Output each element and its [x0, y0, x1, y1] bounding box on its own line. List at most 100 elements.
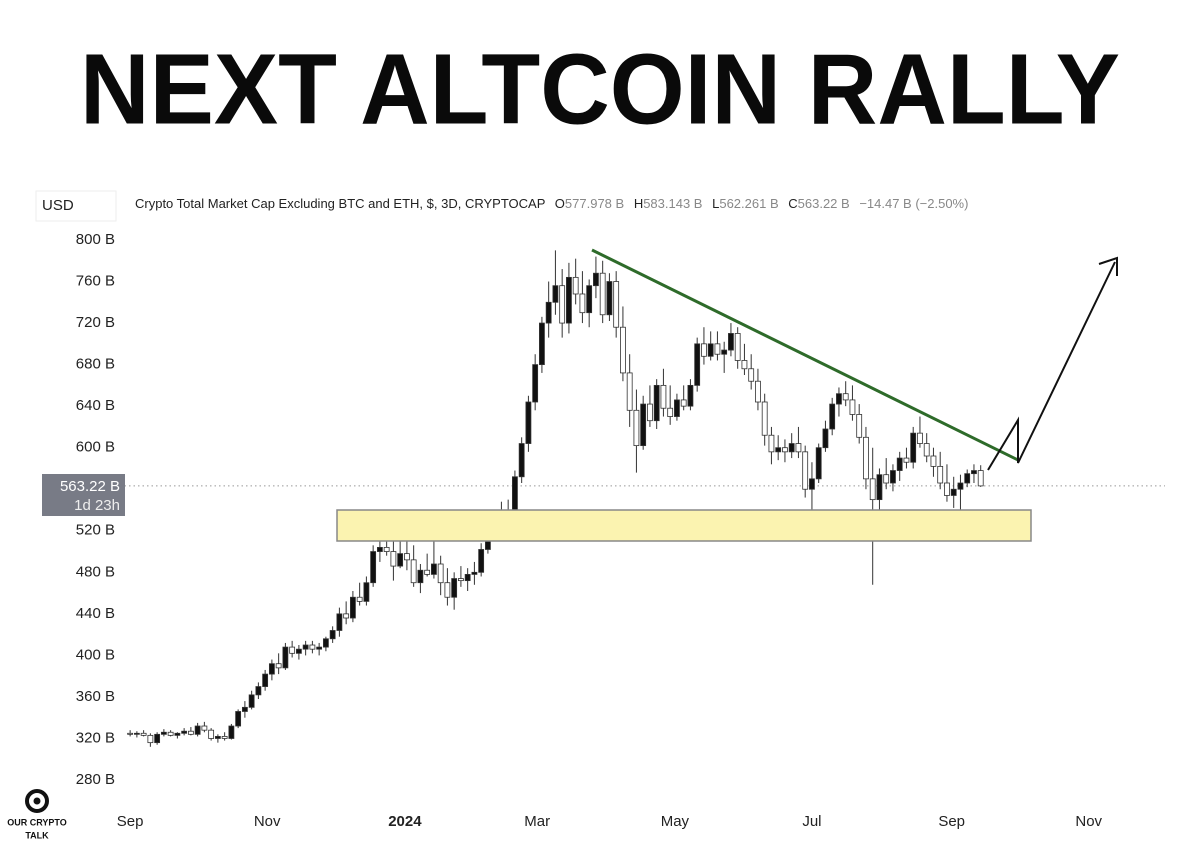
- candle-body: [775, 447, 782, 453]
- candle-body: [599, 272, 606, 316]
- candle-body: [437, 563, 444, 584]
- ohlc-value: 563.22 B: [798, 196, 850, 211]
- symbol: Crypto Total Market Cap Excluding BTC an…: [135, 196, 545, 211]
- candle-body: [586, 285, 593, 314]
- candle-body: [802, 451, 809, 490]
- candle-body: [647, 403, 653, 422]
- candle-body: [795, 443, 802, 453]
- x-tick-label: Nov: [254, 813, 281, 830]
- candle-body: [572, 276, 579, 295]
- support-zone: [336, 509, 1032, 542]
- candle-body: [869, 478, 876, 501]
- candle-body: [728, 333, 734, 351]
- candle-body: [404, 553, 410, 561]
- candle-body: [822, 428, 829, 449]
- ohlc-key: H: [634, 196, 643, 211]
- currency-box: [35, 190, 117, 222]
- x-tick-label: Sep: [117, 813, 144, 830]
- candle-body: [876, 474, 883, 501]
- headline: NEXT ALTCOIN RALLY: [80, 33, 1120, 145]
- logo-text: TALK: [25, 830, 49, 840]
- candle-body: [390, 551, 397, 567]
- candle-body: [160, 731, 167, 735]
- candle-body: [262, 673, 269, 687]
- candle-body: [167, 731, 174, 736]
- candle-body: [194, 725, 201, 735]
- candle-body: [424, 569, 431, 575]
- candle-body: [971, 470, 977, 475]
- symbol-line: Crypto Total Market Cap Excluding BTC an…: [135, 196, 968, 211]
- candle-body: [761, 401, 768, 436]
- candle-body: [674, 399, 680, 417]
- candle-body: [464, 573, 471, 582]
- trendline: [591, 248, 1019, 462]
- candle-body: [883, 474, 890, 484]
- ohlc-key: L: [712, 196, 719, 211]
- candle-body: [140, 732, 147, 736]
- candle-body: [525, 401, 532, 444]
- x-tick-label: May: [661, 813, 690, 830]
- candle-body: [478, 549, 485, 573]
- candle-body: [471, 571, 478, 575]
- candle-body: [221, 736, 228, 739]
- candle-body: [458, 578, 464, 582]
- candle-body: [336, 613, 343, 631]
- candle-body: [539, 322, 545, 366]
- change: −14.47 B (−2.50%): [859, 196, 968, 211]
- candle-body: [417, 569, 424, 584]
- y-tick-label: 680 B: [76, 356, 115, 373]
- candle-body: [444, 582, 451, 598]
- candle-body: [856, 414, 863, 438]
- candle-body: [620, 326, 626, 374]
- candle-body: [741, 360, 748, 370]
- y-tick-label: 360 B: [76, 688, 115, 705]
- plot: 800 B 760 B 720 B 680 B 640 B 600 B 520 B 480 B…: [76, 231, 1165, 830]
- candle-body: [235, 711, 242, 727]
- candle-body: [241, 706, 248, 712]
- candle-body: [653, 384, 660, 422]
- candle-body: [923, 443, 930, 457]
- candle-body: [950, 488, 957, 496]
- candle-body: [910, 432, 917, 463]
- candle-body: [768, 434, 775, 453]
- candle-body: [410, 559, 417, 584]
- ohlc-value: 583.143 B: [643, 196, 702, 211]
- candle-body: [917, 432, 923, 444]
- candle-body: [518, 443, 525, 478]
- ohlc-key: O: [555, 196, 565, 211]
- candle-body: [383, 546, 390, 552]
- candle-body: [782, 447, 788, 453]
- candle-body: [566, 276, 572, 324]
- candle-body: [147, 734, 154, 744]
- candle-body: [748, 368, 755, 382]
- y-tick-label: 640 B: [76, 397, 115, 414]
- candle-body: [289, 646, 296, 654]
- candle-body: [545, 301, 552, 324]
- candle-body: [944, 482, 950, 496]
- projection-arrow: [987, 261, 1116, 471]
- candle-body: [228, 725, 235, 739]
- x-tick-label: Nov: [1075, 813, 1102, 830]
- candle-body: [154, 733, 161, 744]
- y-tick-label: 600 B: [76, 439, 115, 456]
- candle-body: [559, 285, 566, 324]
- candle-body: [431, 563, 437, 575]
- candle-body: [214, 736, 221, 739]
- candle-body: [721, 349, 728, 355]
- logo-text: OUR CRYPTO: [7, 817, 67, 827]
- candle-body: [633, 409, 640, 447]
- y-tick-label: 720 B: [76, 314, 115, 331]
- candle-body: [829, 403, 836, 430]
- candle-body: [849, 399, 856, 415]
- candle-body: [363, 582, 370, 602]
- candle-body: [343, 613, 350, 619]
- candle-body: [309, 644, 316, 650]
- candle-body: [964, 473, 971, 484]
- candle-body: [133, 732, 140, 735]
- candle-body: [903, 457, 910, 463]
- candle-body: [295, 648, 302, 654]
- candle-body: [187, 730, 194, 735]
- logo-icon: [25, 789, 49, 813]
- y-tick-label: 800 B: [76, 231, 115, 248]
